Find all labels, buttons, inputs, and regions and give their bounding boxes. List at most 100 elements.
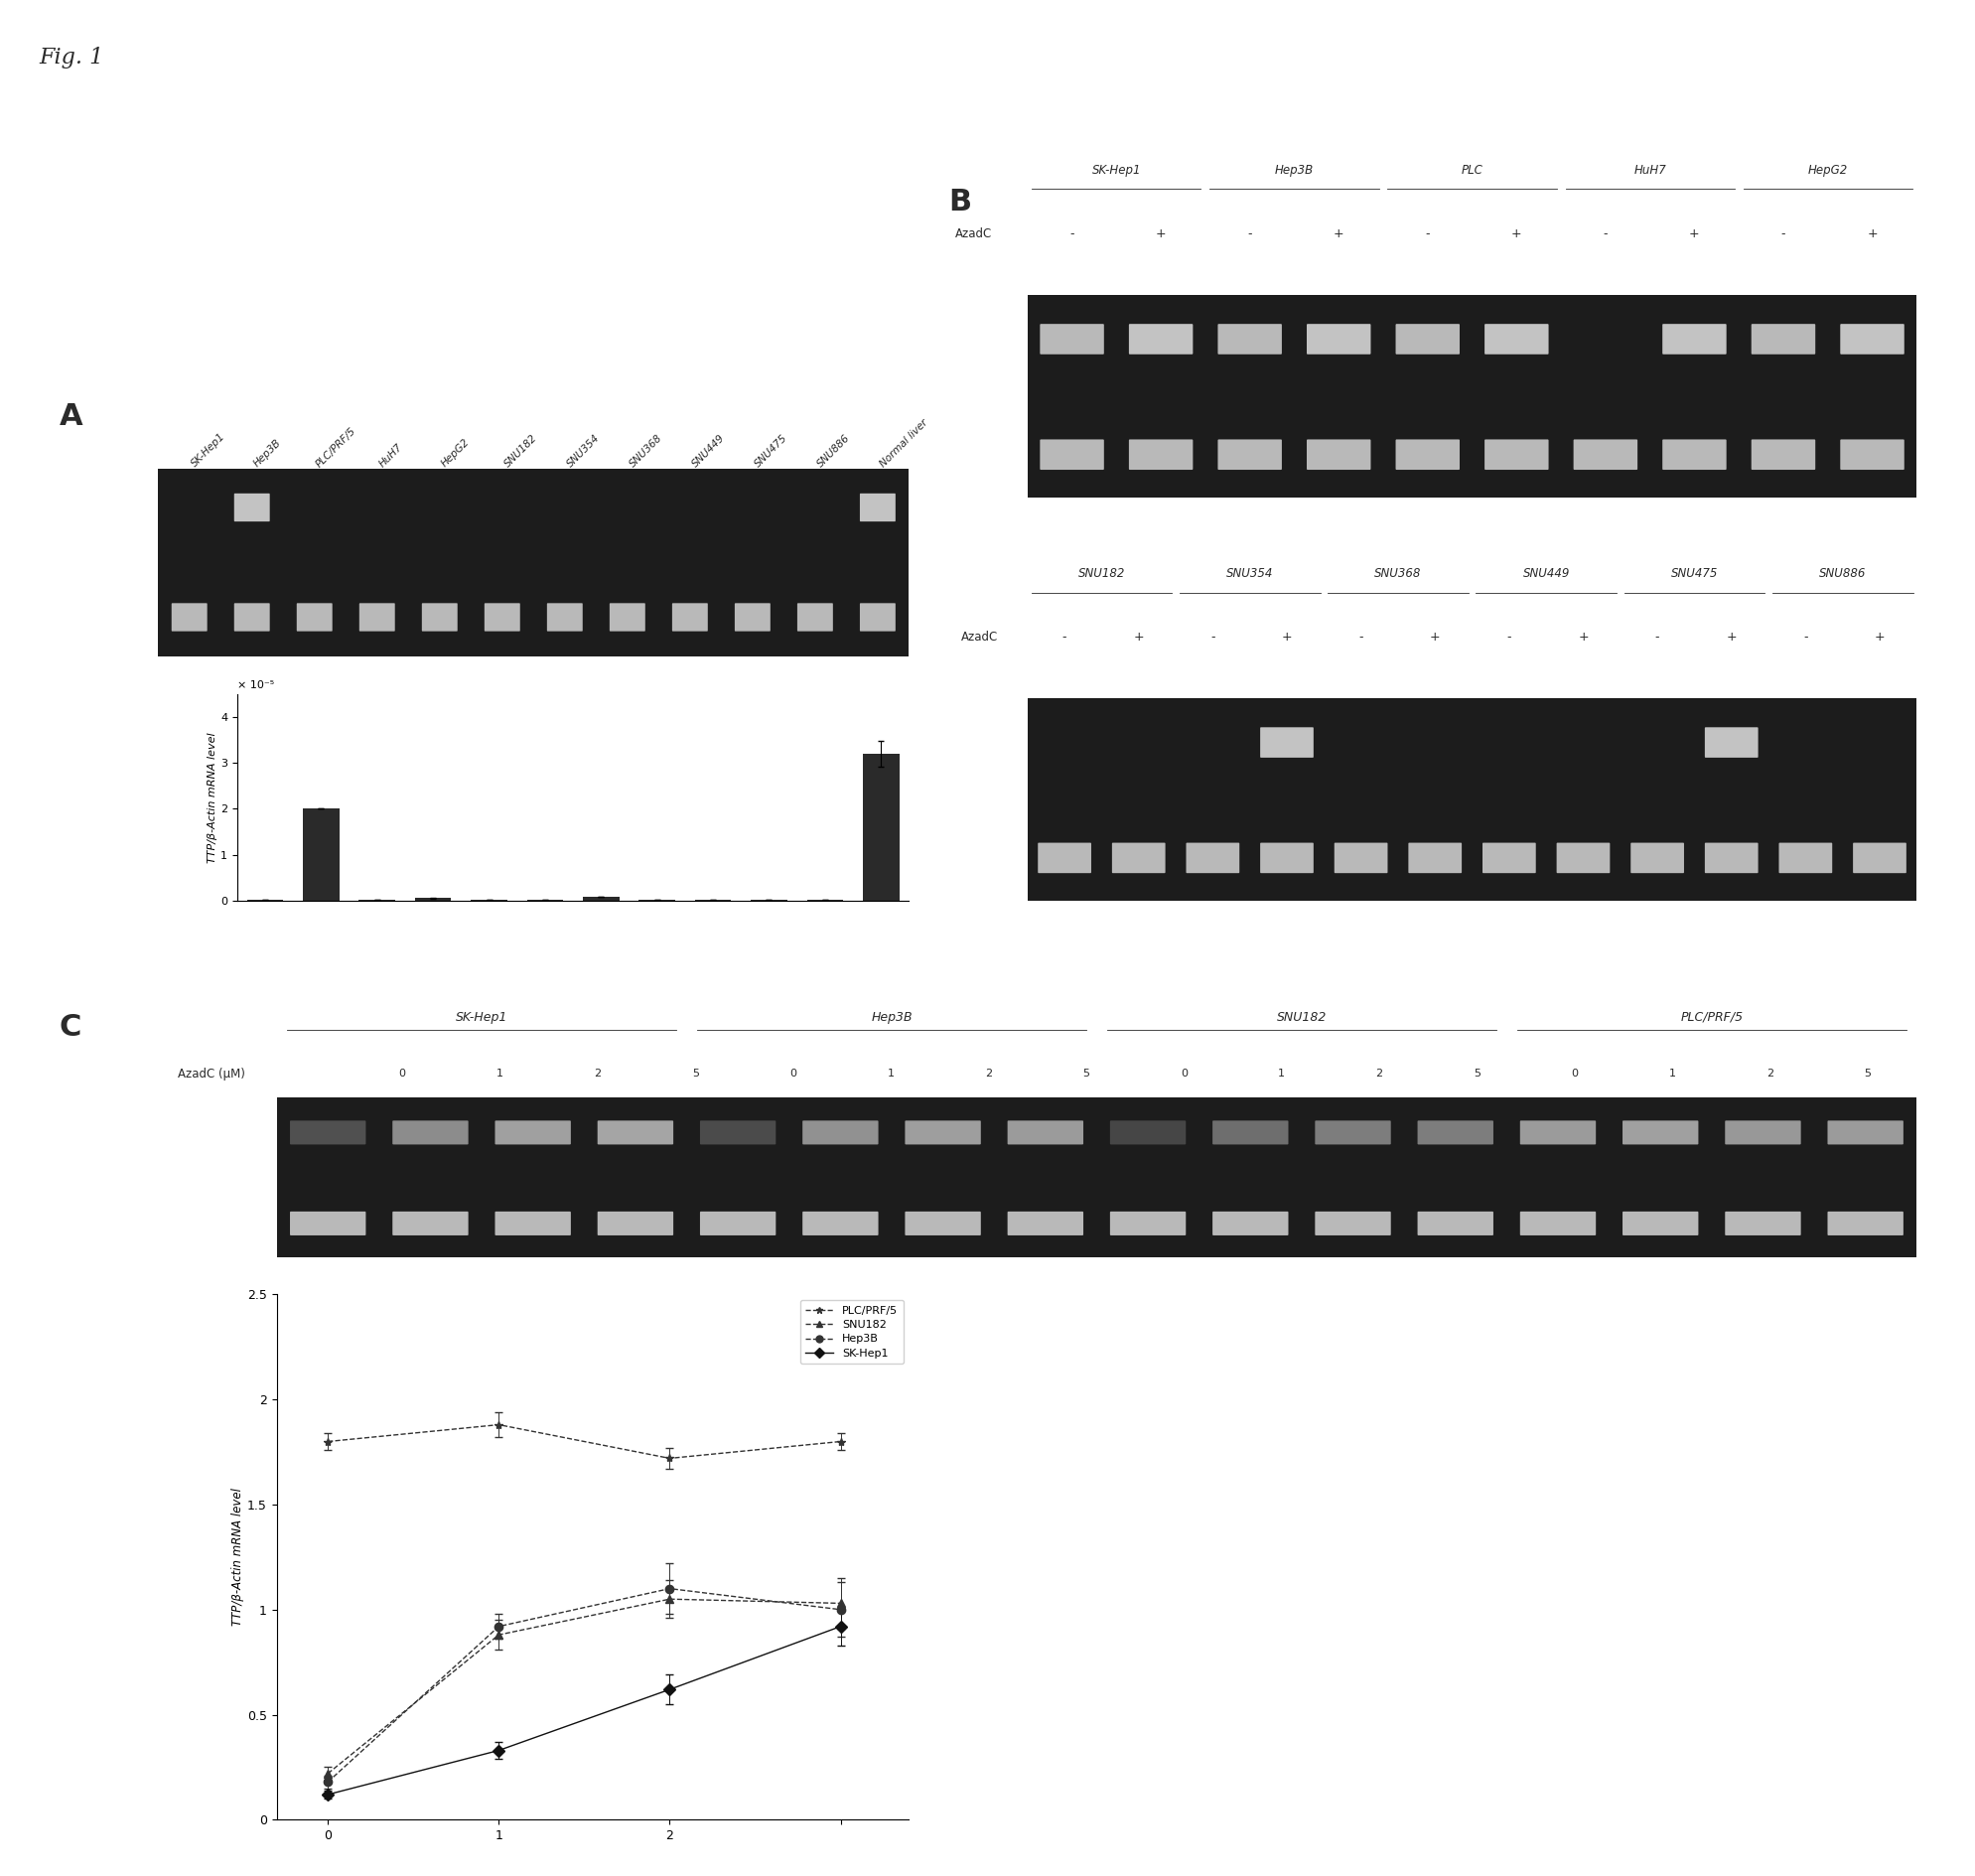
Text: -: - <box>1507 630 1511 643</box>
FancyBboxPatch shape <box>1408 842 1462 872</box>
Text: +: + <box>1874 630 1884 643</box>
FancyBboxPatch shape <box>421 602 458 630</box>
Text: β-Actin: β-Actin <box>103 612 146 623</box>
FancyBboxPatch shape <box>1827 1212 1902 1236</box>
FancyBboxPatch shape <box>1853 842 1906 872</box>
FancyBboxPatch shape <box>1704 842 1758 872</box>
FancyBboxPatch shape <box>1394 439 1460 469</box>
Text: PLC/PRF/5: PLC/PRF/5 <box>1679 1011 1742 1024</box>
FancyBboxPatch shape <box>393 1120 468 1144</box>
FancyBboxPatch shape <box>1778 842 1831 872</box>
FancyBboxPatch shape <box>608 602 646 630</box>
FancyBboxPatch shape <box>1839 439 1904 469</box>
Text: 0: 0 <box>399 1069 405 1079</box>
Text: Hep3B: Hep3B <box>253 437 282 469</box>
Text: 0: 0 <box>790 1069 796 1079</box>
FancyBboxPatch shape <box>905 1212 980 1236</box>
Text: SK-Hep1: SK-Hep1 <box>456 1011 508 1024</box>
FancyBboxPatch shape <box>1213 1120 1288 1144</box>
FancyBboxPatch shape <box>859 602 895 630</box>
FancyBboxPatch shape <box>1313 1120 1390 1144</box>
FancyBboxPatch shape <box>1039 439 1104 469</box>
Bar <box>863 754 899 900</box>
Text: +: + <box>1511 227 1521 240</box>
Text: SNU368: SNU368 <box>628 433 664 469</box>
FancyBboxPatch shape <box>1110 1212 1185 1236</box>
Text: TTP: TTP <box>221 1126 245 1139</box>
Y-axis label: TTP/β-Actin mRNA level: TTP/β-Actin mRNA level <box>231 1488 245 1626</box>
FancyBboxPatch shape <box>735 602 770 630</box>
FancyBboxPatch shape <box>1827 1120 1902 1144</box>
FancyBboxPatch shape <box>1333 842 1386 872</box>
Text: A: A <box>59 403 83 431</box>
Text: β-Actin: β-Actin <box>201 1218 245 1231</box>
FancyBboxPatch shape <box>296 602 332 630</box>
FancyBboxPatch shape <box>233 493 271 522</box>
FancyBboxPatch shape <box>494 1120 571 1144</box>
FancyBboxPatch shape <box>1007 1120 1082 1144</box>
Text: SNU354: SNU354 <box>1226 567 1272 580</box>
FancyBboxPatch shape <box>1394 325 1460 355</box>
Text: SK-Hep1: SK-Hep1 <box>190 431 227 469</box>
Text: 2: 2 <box>594 1069 600 1079</box>
FancyBboxPatch shape <box>1305 325 1371 355</box>
Text: Hep3B: Hep3B <box>1274 163 1313 176</box>
FancyBboxPatch shape <box>1007 1212 1082 1236</box>
Text: 1: 1 <box>887 1069 895 1079</box>
Text: SNU475: SNU475 <box>1671 567 1716 580</box>
Text: +: + <box>1155 227 1165 240</box>
FancyBboxPatch shape <box>1724 1212 1799 1236</box>
Text: 5: 5 <box>1864 1069 1870 1079</box>
Text: SNU449: SNU449 <box>689 433 727 469</box>
Text: TTP: TTP <box>988 334 1009 343</box>
Text: 1: 1 <box>1669 1069 1675 1079</box>
Text: β-Actin: β-Actin <box>970 448 1009 460</box>
Text: -: - <box>1602 227 1608 240</box>
FancyBboxPatch shape <box>290 1212 365 1236</box>
FancyBboxPatch shape <box>1260 728 1313 758</box>
Text: SNU886: SNU886 <box>816 433 851 469</box>
Legend: PLC/PRF/5, SNU182, Hep3B, SK-Hep1: PLC/PRF/5, SNU182, Hep3B, SK-Hep1 <box>800 1300 903 1364</box>
Text: SNU368: SNU368 <box>1375 567 1420 580</box>
Text: TTP: TTP <box>989 737 1013 747</box>
FancyBboxPatch shape <box>1483 325 1548 355</box>
FancyBboxPatch shape <box>1213 1212 1288 1236</box>
FancyBboxPatch shape <box>672 602 707 630</box>
Text: AzadC: AzadC <box>954 227 991 240</box>
FancyBboxPatch shape <box>484 602 519 630</box>
Text: HepG2: HepG2 <box>1807 163 1847 176</box>
FancyBboxPatch shape <box>1039 325 1104 355</box>
Text: +: + <box>1726 630 1736 643</box>
FancyBboxPatch shape <box>1839 325 1904 355</box>
FancyBboxPatch shape <box>1661 325 1726 355</box>
FancyBboxPatch shape <box>1724 1120 1799 1144</box>
FancyBboxPatch shape <box>1750 439 1815 469</box>
Text: +: + <box>1866 227 1876 240</box>
Text: -: - <box>1803 630 1807 643</box>
FancyBboxPatch shape <box>859 493 895 522</box>
FancyBboxPatch shape <box>802 1212 879 1236</box>
Text: -: - <box>1655 630 1659 643</box>
FancyBboxPatch shape <box>1661 439 1726 469</box>
Text: SNU182: SNU182 <box>1276 1011 1325 1024</box>
Text: Hep3B: Hep3B <box>871 1011 912 1024</box>
Text: 2: 2 <box>984 1069 991 1079</box>
FancyBboxPatch shape <box>1704 728 1758 758</box>
Text: HuH7: HuH7 <box>1633 163 1665 176</box>
Bar <box>583 897 618 900</box>
FancyBboxPatch shape <box>1556 842 1610 872</box>
FancyBboxPatch shape <box>1572 439 1637 469</box>
FancyBboxPatch shape <box>1260 842 1313 872</box>
Y-axis label: TTP/β-Actin mRNA level: TTP/β-Actin mRNA level <box>207 732 217 863</box>
Text: -: - <box>1063 630 1067 643</box>
FancyBboxPatch shape <box>1621 1120 1698 1144</box>
Text: -: - <box>1211 630 1215 643</box>
Text: 2: 2 <box>1766 1069 1774 1079</box>
FancyBboxPatch shape <box>699 1212 776 1236</box>
FancyBboxPatch shape <box>494 1212 571 1236</box>
FancyBboxPatch shape <box>547 602 583 630</box>
FancyBboxPatch shape <box>1416 1120 1493 1144</box>
Text: Normal liver: Normal liver <box>877 416 928 469</box>
FancyBboxPatch shape <box>1313 1212 1390 1236</box>
Text: C: C <box>59 1013 81 1041</box>
